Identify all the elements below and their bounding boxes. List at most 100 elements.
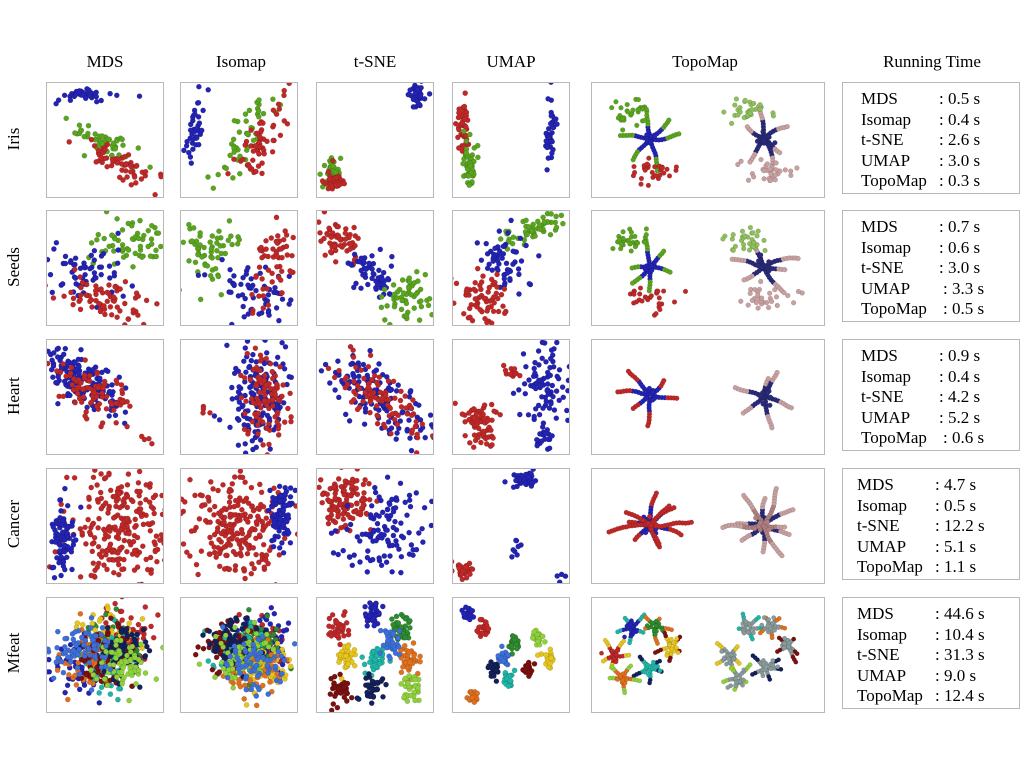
time-value: : 3.0 s (939, 150, 981, 170)
heart-isomap-plot (180, 339, 298, 455)
mfeat-tsne-plot (316, 597, 434, 713)
heart-umap-plot (452, 339, 570, 455)
method-label: t-SNE (861, 258, 904, 277)
col-header-isomap: Isomap (215, 52, 267, 71)
mfeat-umap-plot (452, 597, 570, 713)
method-label: t-SNE (861, 387, 904, 406)
time-value: : 0.9 s (939, 346, 981, 365)
time-row: TopoMap : 12.4 s (857, 686, 1019, 707)
method-label: Isomap (861, 237, 912, 257)
time-row: t-SNE : 12.2 s (857, 516, 1019, 537)
time-value: : 5.1 s (935, 536, 977, 556)
time-row: t-SNE : 31.3 s (857, 645, 1019, 666)
method-label: MDS (857, 604, 894, 623)
time-row: UMAP : 9.0 s (857, 666, 1019, 687)
cancer-umap-plot (452, 468, 570, 584)
time-value: : 1.1 s (935, 557, 977, 576)
time-value: : 44.6 s (935, 604, 985, 623)
time-value: : 9.0 s (935, 665, 977, 685)
time-value: : 0.5 s (943, 299, 985, 318)
time-value: : 2.6 s (939, 130, 981, 149)
cancer-topomap-plot (591, 468, 825, 584)
col-header-umap: UMAP (486, 52, 536, 71)
method-label: TopoMap (857, 686, 923, 705)
mfeat-topomap-plot (591, 597, 825, 713)
method-label: t-SNE (857, 645, 900, 664)
time-value: : 0.6 s (939, 237, 981, 257)
col-header-mds: MDS (86, 52, 124, 71)
time-value: : 0.5 s (939, 89, 981, 108)
running-time-box-mfeat: MDS : 44.6 s Isomap: 10.4 s t-SNE : 31.3 s… (842, 597, 1020, 709)
method-label: TopoMap (861, 171, 927, 190)
method-label: Isomap (861, 109, 912, 129)
running-time-box-iris: MDS: 0.5 s Isomap : 0.4 s t-SNE : 2.6 s UM… (842, 82, 1020, 194)
time-value: : 0.4 s (939, 366, 981, 386)
method-label: UMAP (857, 536, 907, 556)
time-value: : 12.2 s (935, 516, 985, 535)
time-row: Isomap : 0.5 s (857, 496, 1019, 517)
method-label: UMAP (861, 407, 911, 427)
row-header-seeds: Seeds (4, 247, 23, 287)
method-label: Isomap (861, 366, 912, 386)
running-time-box-cancer: MDS: 4.7 s Isomap : 0.5 s t-SNE : 12.2 s U… (842, 468, 1020, 580)
time-value: : 0.4 s (939, 109, 981, 129)
method-label: TopoMap (861, 428, 927, 447)
time-row: UMAP : 3.3 s (861, 279, 1019, 300)
row-header-heart: Heart (4, 377, 23, 415)
time-value: : 3.3 s (943, 278, 985, 298)
time-row: t-SNE: 3.0 s (861, 258, 1019, 279)
time-row: UMAP : 5.1 s (857, 537, 1019, 558)
method-label: UMAP (857, 665, 907, 685)
iris-umap-plot (452, 82, 570, 198)
method-label: TopoMap (861, 299, 927, 318)
time-row: Isomap : 0.6 s (861, 238, 1019, 259)
col-header-tsne: t-SNE (353, 52, 397, 71)
time-row: TopoMap : 0.3 s (861, 171, 1019, 192)
method-label: MDS (861, 346, 898, 365)
time-row: t-SNE : 4.2 s (861, 387, 1019, 408)
time-value: : 0.6 s (943, 428, 985, 447)
row-header-mfeat: Mfeat (4, 632, 23, 674)
method-label: TopoMap (857, 557, 923, 576)
time-value: : 0.5 s (935, 495, 977, 515)
time-value: : 12.4 s (935, 686, 985, 705)
time-row: Isomap: 10.4 s (857, 625, 1019, 646)
mfeat-isomap-plot (180, 597, 298, 713)
seeds-umap-plot (452, 210, 570, 326)
time-row: MDS: 4.7 s (857, 475, 1019, 496)
time-row: UMAP : 3.0 s (861, 151, 1019, 172)
seeds-tsne-plot (316, 210, 434, 326)
seeds-mds-plot (46, 210, 164, 326)
heart-mds-plot (46, 339, 164, 455)
time-row: MDS: 0.5 s (861, 89, 1019, 110)
running-time-box-heart: MDS : 0.9 s Isomap : 0.4 s t-SNE : 4.2 s UM… (842, 339, 1020, 451)
method-label: t-SNE (857, 516, 900, 535)
seeds-isomap-plot (180, 210, 298, 326)
time-value: : 31.3 s (935, 645, 985, 664)
method-label: UMAP (861, 150, 911, 170)
iris-topomap-plot (591, 82, 825, 198)
time-value: : 0.3 s (939, 171, 981, 190)
cancer-isomap-plot (180, 468, 298, 584)
time-row: MDS : 44.6 s (857, 604, 1019, 625)
time-value: : 4.2 s (939, 387, 981, 406)
mfeat-mds-plot (46, 597, 164, 713)
time-row: t-SNE : 2.6 s (861, 130, 1019, 151)
method-label: MDS (861, 217, 898, 236)
cancer-mds-plot (46, 468, 164, 584)
method-label: Isomap (857, 495, 908, 515)
method-label: UMAP (861, 278, 911, 298)
time-row: UMAP: 5.2 s (861, 408, 1019, 429)
time-row: TopoMap : 0.6 s (861, 428, 1019, 449)
time-row: TopoMap : 0.5 s (861, 299, 1019, 320)
time-value: : 4.7 s (935, 475, 977, 494)
seeds-topomap-plot (591, 210, 825, 326)
col-header-topomap: TopoMap (672, 52, 738, 71)
iris-tsne-plot (316, 82, 434, 198)
iris-isomap-plot (180, 82, 298, 198)
row-header-cancer: Cancer (4, 499, 23, 549)
running-time-box-seeds: MDS: 0.7 s Isomap: 0.6 s t-SNE: 3.0 s UM… (842, 210, 1020, 322)
time-row: TopoMap : 1.1 s (857, 557, 1019, 578)
method-label: t-SNE (861, 130, 904, 149)
row-header-iris: Iris (4, 127, 23, 151)
